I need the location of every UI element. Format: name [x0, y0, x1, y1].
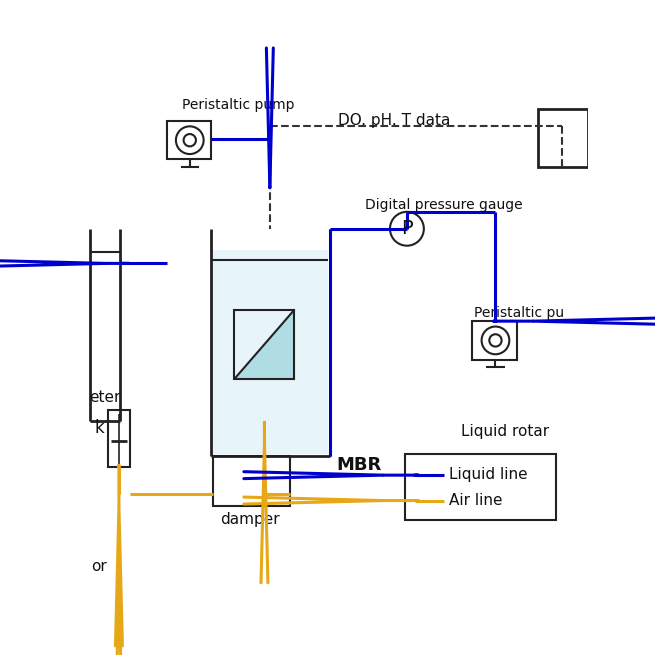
Polygon shape	[234, 310, 295, 379]
Text: Peristaltic pump: Peristaltic pump	[182, 98, 295, 112]
Bar	[213, 456, 290, 506]
Bar	[472, 321, 517, 360]
Circle shape	[390, 212, 424, 246]
Text: P: P	[401, 219, 413, 238]
Bar	[234, 310, 295, 379]
Text: eter: eter	[89, 390, 121, 405]
Text: Air line: Air line	[449, 493, 503, 508]
Text: Liquid line: Liquid line	[449, 468, 528, 483]
Bar	[166, 121, 212, 159]
Circle shape	[183, 134, 196, 146]
Text: k: k	[94, 419, 104, 437]
Text: Peristaltic pu: Peristaltic pu	[474, 306, 564, 320]
Text: MBR: MBR	[336, 456, 381, 474]
Bar	[108, 409, 130, 468]
Text: or: or	[91, 559, 107, 574]
Circle shape	[481, 327, 510, 354]
Bar	[212, 250, 328, 455]
Bar	[538, 109, 588, 167]
Text: DO. pH. T data: DO. pH. T data	[337, 113, 450, 128]
Circle shape	[176, 126, 204, 154]
Text: Digital pressure gauge: Digital pressure gauge	[365, 198, 522, 212]
Text: damper: damper	[221, 512, 280, 527]
Bar	[405, 455, 555, 520]
Text: Liquid rotar: Liquid rotar	[461, 424, 549, 439]
Circle shape	[489, 334, 502, 346]
